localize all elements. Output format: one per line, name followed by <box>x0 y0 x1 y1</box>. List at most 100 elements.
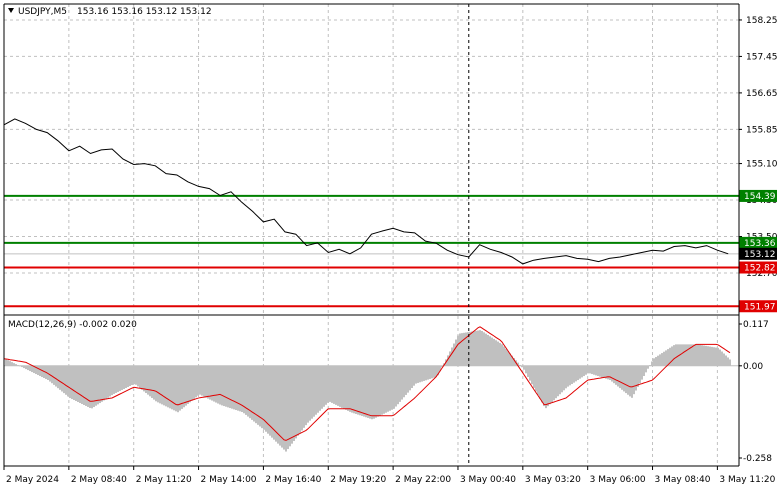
macd-bar <box>357 365 359 415</box>
macd-bar <box>493 338 495 366</box>
macd-bar <box>311 365 313 419</box>
macd-bar <box>639 365 641 384</box>
macd-bar <box>621 365 623 390</box>
macd-bar <box>435 365 437 377</box>
macd-bar <box>289 365 291 447</box>
macd-bar <box>531 365 533 385</box>
macd-bar <box>153 365 155 400</box>
macd-bar <box>509 353 511 366</box>
macd-bar <box>121 365 123 390</box>
macd-bar <box>303 365 305 428</box>
ohlc-values: 153.16 153.16 153.12 153.12 <box>77 7 212 17</box>
macd-bar <box>711 346 713 366</box>
macd-bar <box>547 365 549 407</box>
macd-bar <box>99 365 101 404</box>
macd-bar <box>481 331 483 366</box>
macd-bar <box>175 365 177 412</box>
macd-bar <box>343 365 345 409</box>
macd-bar <box>451 347 453 366</box>
time-tick-label: 2 May 22:00 <box>395 475 451 485</box>
macd-bar <box>395 365 397 407</box>
macd-bar <box>527 365 529 377</box>
macd-bar <box>397 365 399 405</box>
macd-bar <box>567 365 569 387</box>
macd-bar <box>619 365 621 389</box>
chart-header: USDJPY,M5 153.16 153.16 153.12 153.12 <box>8 7 212 17</box>
macd-bar <box>263 365 265 430</box>
current-price-tag <box>739 247 777 260</box>
macd-bar <box>15 364 17 366</box>
collapse-triangle-icon[interactable] <box>8 8 14 13</box>
macd-bar <box>301 365 303 431</box>
macd-bar <box>41 365 43 378</box>
macd-bar <box>273 365 275 440</box>
macd-bar <box>339 365 341 407</box>
macd-bar <box>351 365 353 413</box>
macd-bar <box>659 354 661 366</box>
macd-bar <box>657 355 659 366</box>
macd-bar <box>495 340 497 366</box>
macd-bar <box>523 365 525 370</box>
macd-bar <box>577 365 579 381</box>
macd-bar <box>363 365 365 417</box>
time-tick-label: 3 May 06:00 <box>590 475 646 485</box>
macd-bar <box>403 365 405 398</box>
macd-bar <box>233 365 235 410</box>
macd-bar <box>83 365 85 405</box>
macd-bar <box>379 365 381 416</box>
level-tag <box>739 189 777 202</box>
macd-bar <box>281 365 283 448</box>
macd-bar <box>315 365 317 415</box>
macd-bar <box>439 365 441 372</box>
macd-bar <box>33 365 35 374</box>
macd-bar <box>689 344 691 366</box>
macd-bar <box>591 365 593 375</box>
macd-bar <box>259 365 261 427</box>
macd-bar <box>181 365 183 409</box>
macd-bar <box>387 365 389 412</box>
macd-bar <box>47 365 49 380</box>
macd-bar <box>667 349 669 366</box>
macd-bar <box>65 365 67 395</box>
macd-bar <box>573 365 575 383</box>
macd-bar <box>203 365 205 397</box>
macd-bar <box>191 365 193 401</box>
macd-bar <box>229 365 231 409</box>
time-axis: 2 May 2024 2 May 08:40 2 May 11:20 2 May 14… <box>3 466 776 485</box>
macd-bar <box>661 353 663 366</box>
macd-bar <box>647 365 649 369</box>
macd-bar <box>569 365 571 386</box>
macd-bar <box>423 365 425 381</box>
macd-bar <box>245 365 247 415</box>
macd-bar <box>541 365 543 403</box>
macd-bar <box>583 365 585 377</box>
macd-bar <box>529 365 531 381</box>
macd-bar <box>461 333 463 366</box>
macd-bar <box>585 365 587 375</box>
macd-bar <box>417 365 419 383</box>
macd-bar <box>627 365 629 395</box>
macd-bar <box>637 365 639 387</box>
macd-bar <box>347 365 349 411</box>
level-lines <box>4 194 739 308</box>
macd-bar <box>553 365 555 401</box>
macd-bar <box>673 345 675 366</box>
macd-bar <box>409 365 411 391</box>
macd-bar <box>355 365 357 414</box>
macd-bar <box>171 365 173 410</box>
macd-bar <box>431 365 433 379</box>
macd-bar <box>223 365 225 407</box>
macd-bar <box>151 365 153 398</box>
macd-bar <box>413 365 415 386</box>
macd-bar <box>467 332 469 366</box>
macd-bar <box>453 343 455 366</box>
macd-bar <box>593 365 595 375</box>
current-price-label: 153.12 <box>744 250 776 260</box>
macd-bar <box>299 365 301 434</box>
macd-bar <box>691 344 693 366</box>
macd-bar <box>177 365 179 413</box>
macd-tick-label: -0.258 <box>743 454 772 464</box>
macd-bar <box>61 365 63 392</box>
macd-bar <box>437 365 439 376</box>
